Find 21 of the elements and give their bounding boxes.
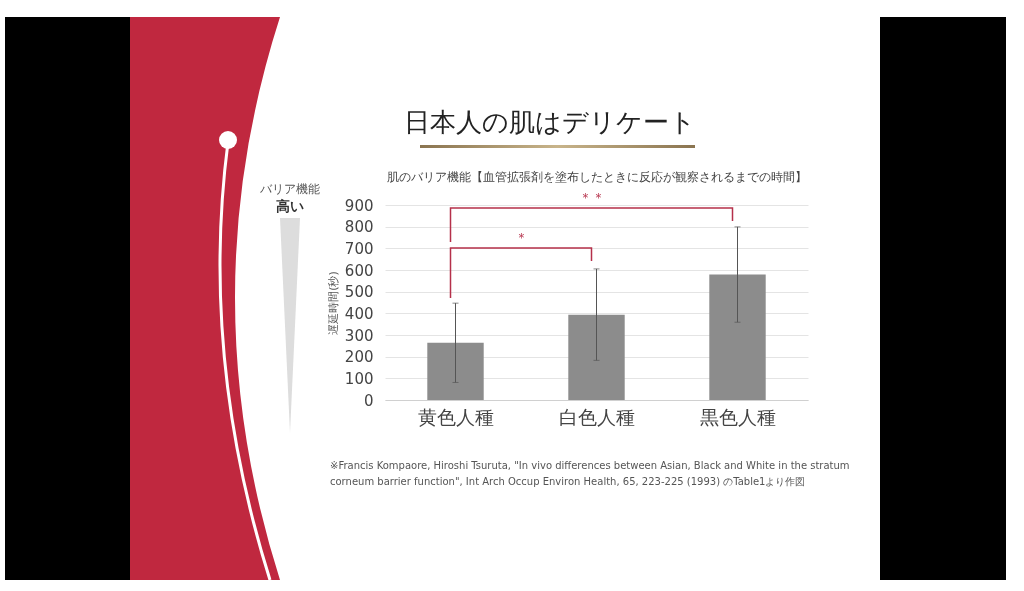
x-tick-label: 黄色人種 — [417, 405, 494, 428]
text: 高い — [275, 198, 305, 216]
y-axis-title: 遅延時間(秒) — [326, 271, 340, 335]
y-tick-label: 300 — [344, 326, 374, 345]
y-tick-label: 700 — [344, 239, 374, 258]
x-tick-label: 白色人種 — [558, 405, 635, 428]
y-tick-label: 200 — [344, 348, 374, 367]
text: バリア機能 — [259, 181, 321, 198]
annotation: ＊ — [514, 230, 528, 245]
y-tick-label: 500 — [344, 283, 374, 302]
y-tick-label: 0 — [363, 391, 374, 410]
y-tick-label: 600 — [344, 261, 374, 280]
text: ※Francis Kompaore, Hiroshi Tsuruta, "In vivo differences between Asian, Black and White in the stratum corneum barrier function", Int Arch Occup Environ Health, 65, 223-225 (1993) のTable1より作図 — [330, 459, 851, 489]
y-tick-label: 100 — [344, 369, 374, 388]
x-tick-label: 黒色人種 — [699, 405, 776, 428]
chart-title: 日本人の肌はデリケート — [403, 106, 697, 139]
y-tick-label: 900 — [344, 196, 374, 215]
y-tick-label: 800 — [344, 218, 374, 237]
chart-subtitle: 肌のバリア機能【血管拡張剤を塗布したときに反応が観察されるまでの時間】 — [386, 170, 807, 184]
text: ＊＊ — [578, 190, 605, 205]
y-tick-label: 400 — [344, 304, 374, 323]
